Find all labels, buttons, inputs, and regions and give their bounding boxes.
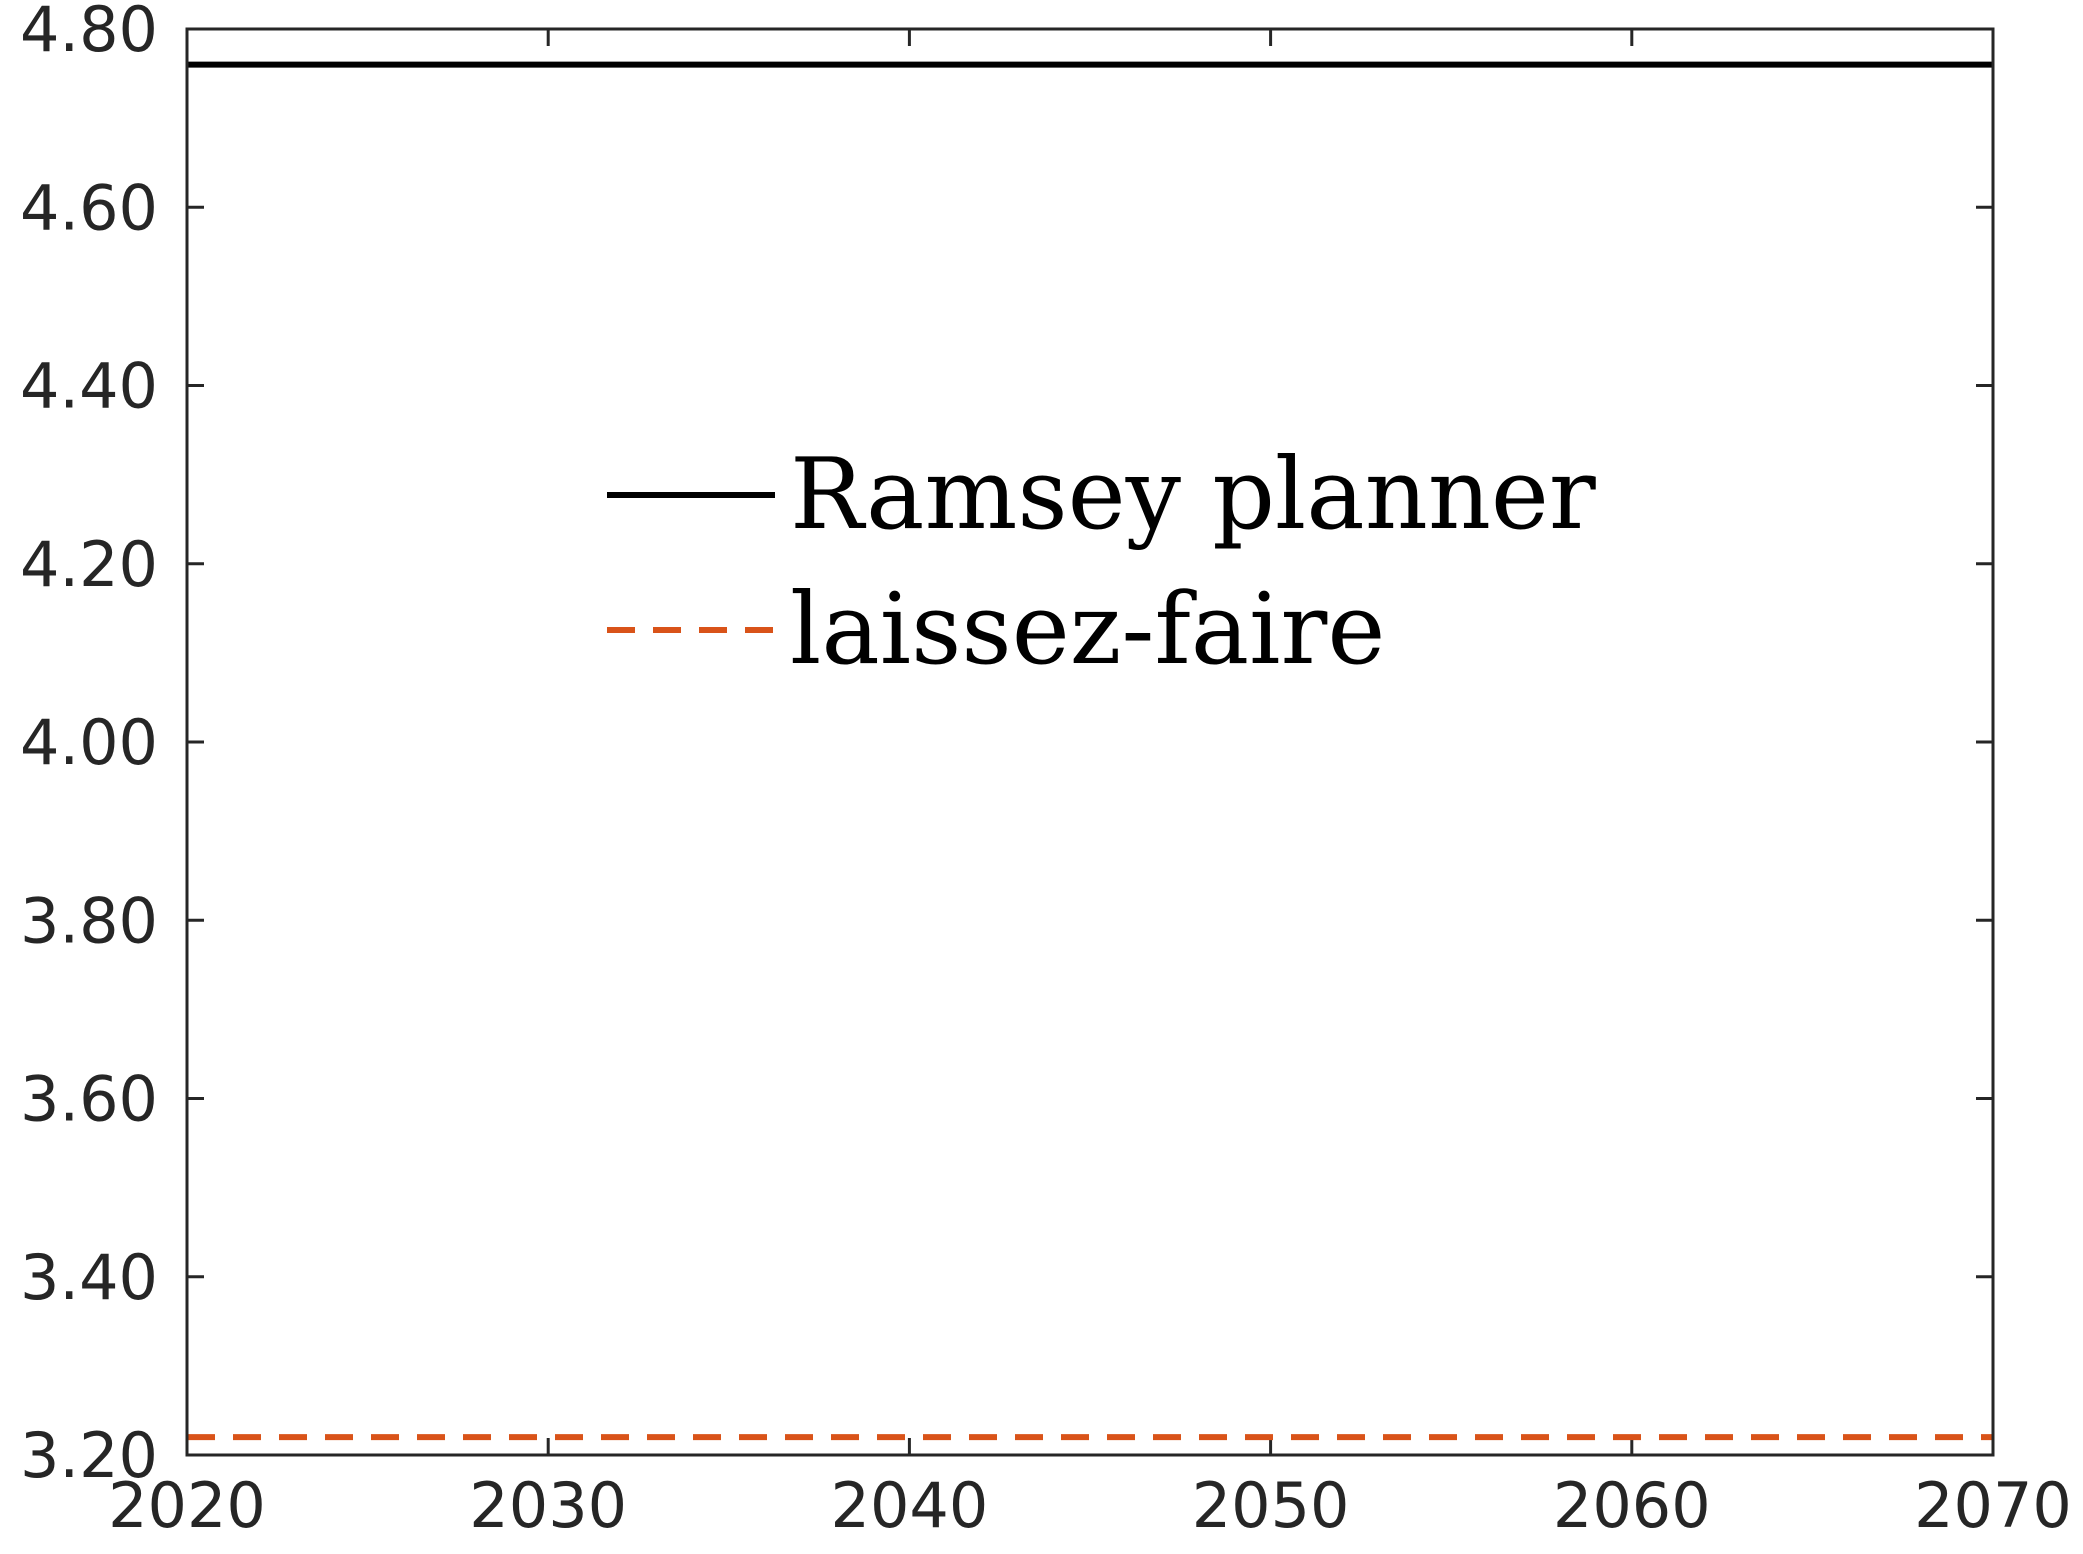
- x-tick-label: 2030: [469, 1469, 627, 1542]
- x-tick-label: 2070: [1914, 1469, 2072, 1542]
- y-tick-label: 3.20: [20, 1419, 158, 1492]
- y-tick-label: 4.60: [20, 171, 158, 244]
- y-tick-label: 4.40: [20, 350, 158, 423]
- y-tick-label: 4.00: [20, 706, 158, 779]
- legend-label: Ramsey planner: [790, 438, 1596, 552]
- legend-label: laissez-faire: [790, 573, 1385, 687]
- x-tick-label: 2050: [1192, 1469, 1350, 1542]
- series-lines: [187, 61, 1993, 1441]
- y-tick-label: 3.80: [20, 884, 158, 957]
- y-tick-label: 3.40: [20, 1241, 158, 1314]
- y-tick-label: 4.80: [20, 0, 158, 66]
- y-tick-labels: 3.20 3.40 3.60 3.80 4.00 4.20 4.40 4.60 4.80: [20, 0, 158, 1492]
- plot-area: [187, 29, 1993, 1455]
- x-tick-label: 2040: [831, 1469, 989, 1542]
- y-tick-label: 4.20: [20, 528, 158, 601]
- x-tick-label: 2060: [1553, 1469, 1711, 1542]
- y-tick-label: 3.60: [20, 1063, 158, 1136]
- x-tick-labels: 2020 2030 2040 2050 2060 2070: [108, 1469, 2072, 1542]
- legend: Ramsey planner laissez-faire: [607, 438, 1596, 687]
- x-tick-label: 2020: [108, 1469, 266, 1542]
- plot-frame: [185, 27, 1995, 1457]
